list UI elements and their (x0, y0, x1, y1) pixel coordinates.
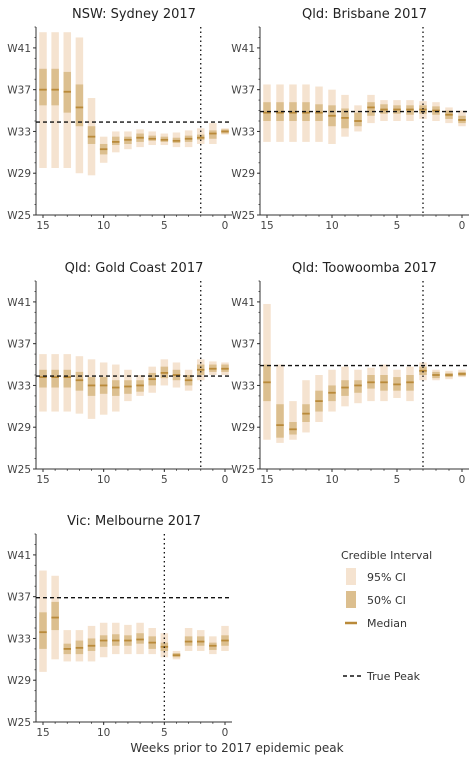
ci50-bar (289, 422, 297, 435)
ci50-bar (367, 102, 375, 116)
ci50-bar (276, 404, 284, 438)
ci50-bar (75, 371, 84, 391)
ci50-bar (51, 68, 59, 106)
legend-title: Credible Interval (341, 549, 432, 562)
ci50-bar (51, 369, 59, 388)
legend-label-median: Median (367, 617, 407, 630)
ci50-bar (87, 638, 96, 651)
x-tick-label: 5 (161, 220, 168, 232)
y-tick-label: W37 (7, 592, 31, 604)
y-tick-label: W37 (7, 85, 31, 97)
ci50-bar (276, 102, 284, 121)
ci50-bar (87, 126, 96, 144)
x-tick-label: 15 (36, 474, 49, 486)
y-tick-label: W37 (231, 339, 255, 351)
x-tick-label: 5 (161, 727, 168, 739)
ci50-bar (289, 102, 297, 121)
panel-title: Qld: Toowoomba 2017 (292, 261, 437, 276)
x-tick-label: 0 (222, 220, 229, 232)
x-tick-label: 15 (36, 727, 49, 739)
legend-label-true-peak: True Peak (366, 670, 421, 683)
x-tick-label: 10 (97, 220, 110, 232)
x-tick-label: 0 (459, 474, 466, 486)
x-tick-label: 10 (97, 474, 110, 486)
x-tick-label: 0 (222, 474, 229, 486)
x-axis-title: Weeks prior to 2017 epidemic peak (130, 741, 343, 755)
ci50-bar (39, 68, 47, 106)
x-tick-label: 5 (394, 220, 401, 232)
y-tick-label: W37 (231, 85, 255, 97)
x-tick-label: 0 (459, 220, 466, 232)
legend-swatch-ci50 (346, 591, 356, 608)
ci50-bar (39, 369, 47, 388)
x-tick-label: 10 (97, 727, 110, 739)
x-tick-label: 5 (394, 474, 401, 486)
ci50-bar (87, 377, 96, 396)
ci50-bar (209, 130, 217, 139)
panel-4: Qld: Toowoomba 2017 W41 W37 W33 W29 W25 15 10 5 0 (231, 261, 469, 486)
panel-title: Qld: Gold Coast 2017 (65, 261, 204, 276)
y-tick-label: W41 (7, 550, 31, 562)
y-tick-label: W41 (7, 43, 31, 55)
y-tick-label: W33 (7, 126, 31, 138)
panel-title: NSW: Sydney 2017 (72, 7, 196, 22)
ci50-bar (39, 612, 47, 649)
ci50-bar (51, 601, 59, 631)
ci50-bar (136, 633, 144, 644)
panel-title: Vic: Melbourne 2017 (67, 514, 201, 529)
y-tick-label: W41 (231, 43, 255, 55)
legend-label-ci95: 95% CI (367, 571, 406, 584)
y-tick-label: W37 (7, 339, 31, 351)
y-tick-label: W29 (231, 168, 255, 180)
y-tick-label: W41 (231, 297, 255, 309)
legend: Credible Interval 95% CI 50% CI Median T… (341, 549, 432, 683)
y-tick-label: W25 (7, 464, 31, 476)
x-tick-label: 10 (325, 220, 338, 232)
y-tick-label: W25 (231, 210, 255, 222)
ci50-bar (354, 112, 362, 127)
panel-1: NSW: Sydney 2017 W41 W37 W33 W29 W25 15 10 5 0 (7, 7, 232, 232)
y-tick-label: W33 (7, 633, 31, 645)
ci95-bar (289, 401, 297, 440)
ci95-bar (276, 364, 284, 443)
y-tick-label: W25 (7, 210, 31, 222)
x-tick-label: 15 (260, 474, 273, 486)
y-tick-label: W29 (231, 422, 255, 434)
panel-5: Vic: Melbourne 2017 W41 W37 W33 W29 W25 15 10 5 0 (7, 514, 232, 739)
y-tick-label: W25 (7, 717, 31, 729)
ci50-bar (63, 369, 72, 388)
panel-3: Qld: Gold Coast 2017 W41 W37 W33 W29 W25 15 10 5… (7, 261, 232, 486)
y-tick-label: W41 (7, 297, 31, 309)
panel-2: Qld: Brisbane 2017 W41 W37 W33 W29 W25 15 10 5 0 (231, 7, 469, 232)
y-tick-label: W29 (7, 422, 31, 434)
panel-title: Qld: Brisbane 2017 (302, 7, 427, 22)
x-tick-label: 5 (161, 474, 168, 486)
x-tick-label: 15 (36, 220, 49, 232)
legend-swatch-ci95 (346, 568, 356, 585)
ci50-bar (75, 84, 84, 127)
x-tick-label: 10 (325, 474, 338, 486)
x-tick-label: 0 (222, 727, 229, 739)
y-tick-label: W25 (231, 464, 255, 476)
y-tick-label: W33 (231, 380, 255, 392)
y-tick-label: W33 (7, 380, 31, 392)
ci50-bar (354, 380, 362, 393)
y-tick-label: W29 (7, 168, 31, 180)
ci50-bar (112, 136, 120, 146)
x-tick-label: 15 (260, 220, 273, 232)
y-tick-label: W33 (231, 126, 255, 138)
y-tick-label: W29 (7, 675, 31, 687)
legend-label-ci50: 50% CI (367, 594, 406, 607)
